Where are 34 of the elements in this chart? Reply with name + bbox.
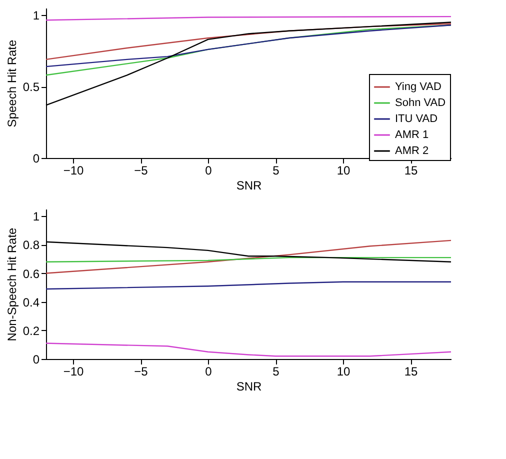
x-tick-label: 5 — [272, 164, 280, 178]
x-tick-label: −10 — [63, 364, 84, 378]
x-tick-label: 15 — [404, 364, 418, 378]
legend-label: Ying VAD — [395, 81, 442, 93]
line-series — [45, 342, 452, 357]
x-tick-label: −5 — [134, 164, 148, 178]
y-tick-label: 0.8 — [22, 238, 40, 252]
line-series — [45, 24, 452, 68]
x-tick-label: 5 — [272, 364, 280, 378]
y-tick-label: 0.4 — [22, 295, 40, 310]
line-series — [45, 240, 452, 274]
x-tick-label: 15 — [404, 164, 418, 178]
y-tick-label: 0.2 — [22, 324, 40, 338]
y-tick-label: 1 — [32, 210, 40, 224]
y-tick-label: 1 — [32, 8, 40, 23]
line-series — [45, 281, 452, 290]
x-tick-label: 10 — [336, 164, 350, 178]
x-tick-label: −10 — [63, 164, 84, 178]
y-axis-title: Non-Speech Hit Rate — [4, 227, 19, 342]
x-tick-label: 0 — [205, 364, 212, 378]
y-tick-label: 0.5 — [22, 80, 40, 94]
y-axis-title: Speech Hit Rate — [4, 39, 19, 128]
x-tick-label: 10 — [336, 364, 350, 378]
x-axis-title: SNR — [236, 380, 262, 394]
x-tick-label: −5 — [134, 364, 148, 378]
y-tick-label: 0.6 — [22, 266, 40, 281]
legend-label: ITU VAD — [395, 113, 438, 125]
legend-label: Sohn VAD — [395, 97, 446, 109]
legend-label: AMR 1 — [395, 129, 429, 141]
y-tick-label: 0 — [32, 352, 40, 366]
x-tick-label: 0 — [205, 164, 212, 178]
x-axis-title: SNR — [236, 178, 262, 192]
y-tick-label: 0 — [32, 152, 40, 166]
legend-label: AMR 2 — [395, 145, 429, 157]
